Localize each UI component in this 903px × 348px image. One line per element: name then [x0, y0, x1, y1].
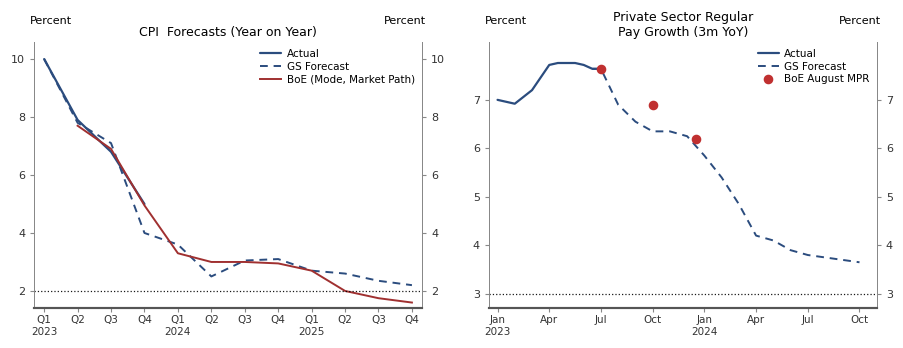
BoE August MPR	[645, 102, 659, 108]
GS Forecast	[673, 132, 684, 136]
Actual	[578, 63, 589, 67]
GS Forecast	[802, 253, 813, 257]
Actual	[526, 88, 537, 92]
BoE (Mode, Market Path)	[106, 147, 116, 151]
GS Forecast	[681, 134, 692, 138]
Line: GS Forecast: GS Forecast	[591, 69, 859, 262]
Actual	[508, 102, 519, 106]
GS Forecast	[586, 67, 597, 71]
GS Forecast	[172, 243, 183, 247]
Legend: Actual, GS Forecast, BoE August MPR: Actual, GS Forecast, BoE August MPR	[755, 47, 870, 86]
GS Forecast	[39, 57, 50, 61]
GS Forecast	[139, 231, 150, 235]
BoE (Mode, Market Path)	[306, 269, 317, 273]
BoE (Mode, Market Path)	[206, 260, 217, 264]
BoE (Mode, Market Path)	[340, 289, 350, 293]
Actual	[544, 63, 554, 67]
Actual	[569, 61, 580, 65]
GS Forecast	[72, 121, 83, 125]
GS Forecast	[106, 141, 116, 145]
Actual	[586, 67, 597, 71]
Actual	[72, 118, 83, 122]
GS Forecast	[206, 274, 217, 278]
GS Forecast	[647, 129, 657, 133]
GS Forecast	[785, 248, 796, 252]
Line: GS Forecast: GS Forecast	[44, 59, 412, 285]
BoE August MPR	[688, 136, 703, 141]
Line: Actual: Actual	[497, 63, 600, 104]
BoE (Mode, Market Path)	[139, 203, 150, 207]
GS Forecast	[406, 283, 417, 287]
GS Forecast	[698, 153, 709, 158]
BoE (Mode, Market Path)	[172, 251, 183, 255]
Actual	[595, 67, 606, 71]
Text: Percent: Percent	[838, 16, 880, 26]
Actual	[561, 61, 572, 65]
GS Forecast	[340, 271, 350, 276]
Line: Actual: Actual	[44, 59, 144, 204]
GS Forecast	[715, 175, 726, 180]
GS Forecast	[239, 259, 250, 263]
GS Forecast	[732, 202, 743, 206]
Actual	[552, 61, 563, 65]
GS Forecast	[767, 238, 777, 243]
BoE August MPR	[593, 66, 608, 72]
BoE (Mode, Market Path)	[72, 124, 83, 128]
BoE (Mode, Market Path)	[239, 260, 250, 264]
Title: Private Sector Regular
Pay Growth (3m YoY): Private Sector Regular Pay Growth (3m Yo…	[612, 11, 752, 39]
Text: Percent: Percent	[383, 16, 425, 26]
GS Forecast	[373, 279, 384, 283]
GS Forecast	[749, 234, 760, 238]
GS Forecast	[853, 260, 864, 264]
Legend: Actual, GS Forecast, BoE (Mode, Market Path): Actual, GS Forecast, BoE (Mode, Market P…	[258, 47, 416, 86]
GS Forecast	[612, 103, 623, 107]
Actual	[106, 150, 116, 154]
Text: Percent: Percent	[30, 16, 72, 26]
BoE (Mode, Market Path)	[373, 296, 384, 300]
Actual	[491, 98, 502, 102]
GS Forecast	[273, 257, 284, 261]
Actual	[139, 202, 150, 206]
GS Forecast	[629, 120, 640, 124]
GS Forecast	[664, 129, 675, 133]
Actual	[39, 57, 50, 61]
GS Forecast	[306, 269, 317, 273]
Line: BoE (Mode, Market Path): BoE (Mode, Market Path)	[78, 126, 412, 302]
BoE (Mode, Market Path)	[273, 261, 284, 266]
BoE (Mode, Market Path)	[406, 300, 417, 304]
Title: CPI  Forecasts (Year on Year): CPI Forecasts (Year on Year)	[139, 26, 317, 39]
Text: Percent: Percent	[485, 16, 526, 26]
GS Forecast	[595, 67, 606, 71]
